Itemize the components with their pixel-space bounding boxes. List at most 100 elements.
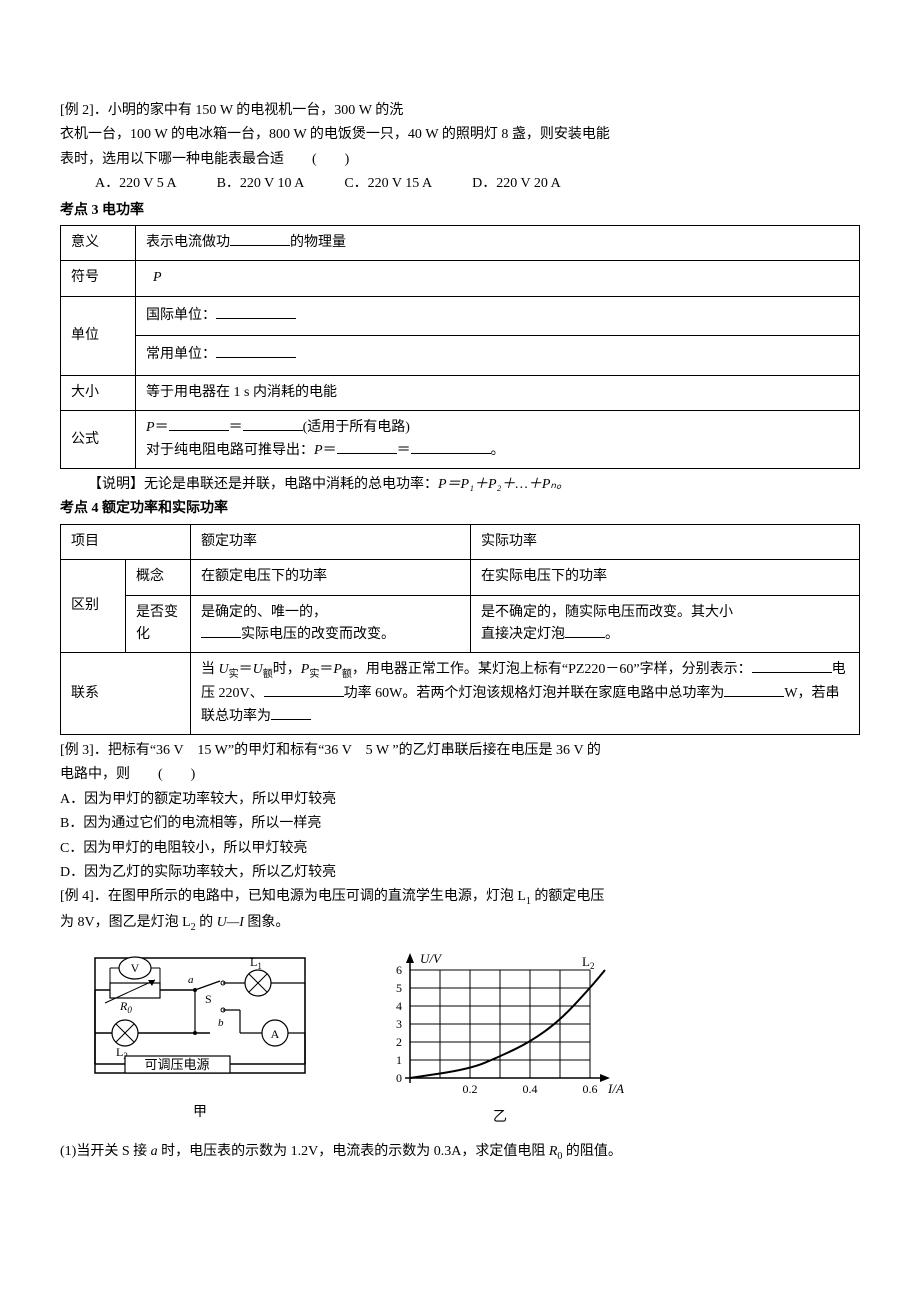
yt0: 0 [396, 1071, 402, 1085]
blank [243, 417, 303, 431]
kp3-note-pre: 【说明】无论是串联还是并联，电路中消耗的总电功率： [88, 477, 438, 492]
yt4: 4 [396, 999, 402, 1013]
switch-a: a [188, 974, 194, 986]
svg-text:R0: R0 [119, 999, 132, 1015]
l1-label: L [250, 955, 257, 969]
voltmeter-label: V [131, 961, 140, 975]
opt-b: B．220 V 10 A [217, 173, 305, 195]
ex4-l1-pre: [例 4]．在图甲所示的电路中，已知电源为电压可调的直流学生电源，灯泡 L [60, 889, 526, 904]
example2-line3: 表时，选用以下哪一种电能表最合适 ( ) [60, 149, 860, 171]
kp4-r1c3b-l1: 是确定的、唯一的， [201, 605, 327, 620]
kp3-table: 意义 表示电流做功的物理量 符号 P 单位 国际单位： 常用单位： 大小 等于用… [60, 225, 860, 469]
kp3-note-formula: P＝P₁＋P₂＋…＋Pₙ。 [438, 477, 570, 492]
kp4-r1c3a: 在额定电压下的功率 [191, 560, 471, 595]
kp4-r1c4b-l1: 是不确定的，随实际电压而改变。其大小 [481, 605, 733, 620]
kp4-r1c1: 区别 [61, 560, 126, 653]
blank [724, 683, 784, 697]
ex4-l2-pre: 为 8V，图乙是灯泡 L [60, 915, 191, 930]
yt3: 3 [396, 1017, 402, 1031]
sub-e: 额 [263, 669, 273, 680]
ammeter-label: A [271, 1027, 280, 1041]
blank [264, 683, 344, 697]
kp4-title: 考点 4 额定功率和实际功率 [60, 498, 860, 520]
example3-line1: [例 3]．把标有“36 V 15 W”的甲灯和标有“36 V 5 W ”的乙灯… [60, 740, 860, 762]
u: U [253, 662, 263, 677]
sub-shi: 实 [229, 669, 239, 680]
r0-sub: 0 [127, 1005, 132, 1015]
ex4-l2-mid: 的 [196, 915, 217, 930]
ex4-l2-post: 图象。 [244, 915, 290, 930]
circuit-svg: V R0 a S b [80, 948, 320, 1098]
kp3-r3c1: 单位 [61, 296, 136, 375]
kp3-r3c2b: 常用单位： [136, 336, 860, 376]
kp4-r1c3b-l2: 实际电压的改变而改变。 [241, 627, 395, 642]
kp4-h1: 项目 [61, 524, 191, 559]
kp3-p-symbol: P [153, 270, 162, 285]
sub-shi: 实 [309, 669, 319, 680]
example3-line2: 电路中，则 ( ) [60, 764, 860, 786]
yt6: 6 [396, 963, 402, 977]
eq: ＝ [155, 420, 169, 435]
kp4-r2c2: 当 U实＝U额时，P实＝P额，用电器正常工作。某灯泡上标有“PZ220－60”字… [191, 653, 860, 735]
example4-q1: (1)当开关 S 接 a 时，电压表的示数为 1.2V，电流表的示数为 0.3A… [60, 1141, 860, 1165]
example4-line2: 为 8V，图乙是灯泡 L2 的 U—I 图象。 [60, 912, 860, 936]
example2-line1: [例 2]．小明的家中有 150 W 的电视机一台，300 W 的洗 [60, 100, 860, 122]
kp4-r1c4b: 是不确定的，随实际电压而改变。其大小 直接决定灯泡。 [471, 595, 860, 653]
blank [411, 440, 491, 454]
opt-a: A．220 V 5 A [95, 173, 177, 195]
kp3-r1c2-pre: 表示电流做功 [146, 235, 230, 250]
switch-b: b [218, 1017, 224, 1029]
kp3-formula-p2: P [314, 443, 323, 458]
kp4-h2: 额定功率 [191, 524, 471, 559]
kp3-r1c2: 表示电流做功 的物理量 [136, 225, 860, 260]
kp3-r4c2: 等于用电器在 1 s 内消耗的电能 [136, 375, 860, 410]
kp3-r1c1: 意义 [61, 225, 136, 260]
t: ，用电器正常工作。某灯泡上标有“PZ220－60”字样，分别表示： [352, 662, 752, 677]
example3-c: C．因为甲灯的电阻较小，所以甲灯较亮 [60, 838, 860, 860]
graph-figure: 0 1 2 3 4 5 6 0.2 0.4 0.6 U/V I/A L2 乙 [370, 948, 630, 1129]
eq: ＝ [229, 420, 243, 435]
t: 时， [273, 662, 301, 677]
l2-label: L [116, 1045, 123, 1059]
kp3-title: 考点 3 电功率 [60, 200, 860, 222]
opt-d: D．220 V 20 A [472, 173, 561, 195]
q1-mid: 时，电压表的示数为 1.2V，电流表的示数为 0.3A，求定值电阻 [158, 1144, 549, 1159]
kp4-r1c4b-l2pre: 直接决定灯泡 [481, 627, 565, 642]
curve-label: L [582, 954, 590, 969]
figure-row: V R0 a S b [60, 948, 860, 1129]
l1-sub: 1 [257, 961, 262, 971]
kp3-formula-p1: P [146, 420, 155, 435]
blank [565, 624, 605, 638]
xt2: 0.6 [583, 1082, 598, 1096]
u: U [219, 662, 229, 677]
kp4-r1c4a: 在实际电压下的功率 [471, 560, 860, 595]
kp3-note: 【说明】无论是串联还是并联，电路中消耗的总电功率：P＝P₁＋P₂＋…＋Pₙ。 [60, 474, 860, 496]
kp4-table: 项目 额定功率 实际功率 区别 概念 在额定电压下的功率 在实际电压下的功率 是… [60, 524, 860, 735]
xt1: 0.4 [523, 1082, 538, 1096]
switch-s: S [205, 992, 212, 1006]
xlabel: I/A [607, 1081, 624, 1096]
kp3-formula-note: (适用于所有电路) [303, 420, 410, 435]
ex4-l1-post: 的额定电压 [531, 889, 605, 904]
blank [216, 344, 296, 358]
eq: ＝ [319, 662, 333, 677]
kp3-r5c1: 公式 [61, 411, 136, 469]
t: 当 [201, 662, 219, 677]
blank [230, 232, 290, 246]
q1-post: 的阻值。 [562, 1144, 622, 1159]
eq: ＝ [239, 662, 253, 677]
ylabel: U/V [420, 951, 443, 966]
q1-a: a [151, 1144, 158, 1159]
blank [752, 659, 832, 673]
kp3-r2c1: 符号 [61, 261, 136, 296]
circuit-figure: V R0 a S b [80, 948, 320, 1124]
yt2: 2 [396, 1035, 402, 1049]
kp4-h3: 实际功率 [471, 524, 860, 559]
blank [337, 440, 397, 454]
blank [169, 417, 229, 431]
graph-svg: 0 1 2 3 4 5 6 0.2 0.4 0.6 U/V I/A L2 [370, 948, 630, 1103]
kp3-r2c2: P [136, 261, 860, 296]
example3-a: A．因为甲灯的额定功率较大，所以甲灯较亮 [60, 789, 860, 811]
kp3-r1c2-post: 的物理量 [290, 235, 346, 250]
blank [271, 706, 311, 720]
